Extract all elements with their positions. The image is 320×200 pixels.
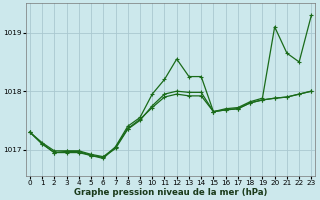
X-axis label: Graphe pression niveau de la mer (hPa): Graphe pression niveau de la mer (hPa) xyxy=(74,188,267,197)
